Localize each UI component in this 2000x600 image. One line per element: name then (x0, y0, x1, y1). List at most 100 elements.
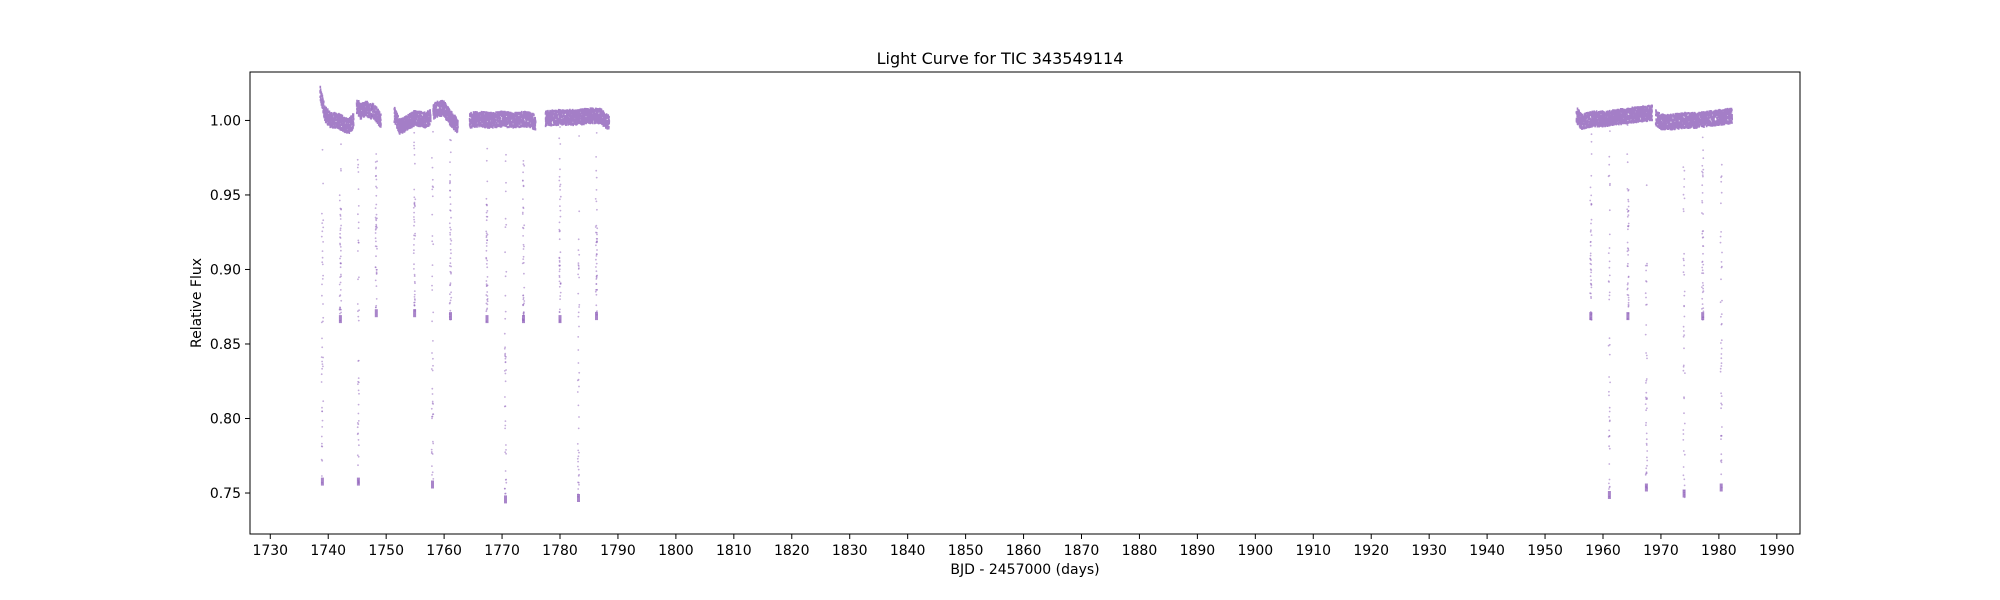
dip-point (1626, 247, 1629, 250)
dip-minimum (595, 312, 598, 321)
dip-point (577, 273, 579, 276)
dip-point (450, 228, 452, 231)
dip-point (322, 356, 324, 359)
dip-minimum (1626, 312, 1630, 321)
x-tick-label: 1800 (658, 543, 694, 559)
dip-point (1645, 444, 1648, 446)
dip-point (449, 151, 452, 154)
plot-area (319, 85, 1733, 504)
dip-point (374, 161, 377, 163)
y-axis-ticks: 0.75 0.80 0.85 0.90 0.95 1.00 (210, 113, 250, 502)
transit-dip (576, 135, 581, 502)
dip-point (1720, 191, 1723, 194)
dip-point (1590, 194, 1593, 197)
dip-point (578, 371, 581, 374)
dip-point (1645, 472, 1647, 475)
dip-point (504, 275, 507, 278)
dip-point (485, 249, 488, 252)
dip-point (1626, 153, 1629, 156)
dip-point (340, 299, 343, 302)
dip-point (1608, 174, 1611, 177)
dip-point (450, 291, 452, 294)
dip-point (577, 404, 580, 407)
dip-point (1627, 282, 1629, 284)
dip-point (413, 216, 415, 218)
dip-point (486, 298, 489, 300)
dip-point (375, 255, 377, 258)
dip-point (559, 168, 561, 171)
dip-point (1683, 412, 1685, 415)
dip-point (338, 199, 341, 202)
dip-point (449, 203, 452, 206)
dip-point (358, 392, 360, 395)
dip-point (1701, 174, 1704, 177)
dip-point (375, 153, 378, 155)
dip-point (486, 210, 489, 212)
baseline-segment (393, 106, 432, 135)
dip-point (1589, 268, 1592, 271)
dip-point (431, 352, 433, 354)
dip-point (413, 147, 416, 150)
dip-point (1682, 208, 1685, 210)
dip-point (1682, 259, 1685, 262)
dip-point (523, 311, 525, 314)
dip-point (578, 385, 580, 388)
dip-point (413, 221, 416, 223)
dip-minimum (558, 315, 562, 324)
dip-point (1590, 284, 1593, 286)
dip-point (1589, 199, 1592, 202)
dip-point (1589, 254, 1592, 257)
transit-dip (1644, 184, 1649, 492)
dip-point (504, 317, 507, 320)
dip-point (485, 211, 488, 214)
dip-point (1683, 252, 1685, 255)
dip-minimum (338, 315, 342, 324)
dip-point (486, 303, 489, 306)
dip-point (578, 483, 580, 486)
x-tick-label: 1870 (1064, 543, 1100, 559)
dip-point (1627, 198, 1630, 201)
dip-point (578, 304, 581, 306)
dip-point (558, 276, 561, 278)
dip-point (357, 412, 360, 415)
dip-point (577, 468, 580, 471)
dip-point (431, 393, 434, 395)
dip-point (1720, 407, 1722, 410)
dip-point (594, 290, 597, 293)
dip-point (413, 263, 415, 266)
dip-point (322, 226, 325, 229)
dip-point (338, 194, 341, 197)
dip-point (523, 224, 526, 227)
dip-point (1683, 178, 1686, 180)
data-points-layer (319, 85, 1733, 504)
x-tick-label: 1930 (1411, 543, 1447, 559)
dip-point (504, 424, 507, 427)
flux-points (432, 99, 459, 134)
dip-point (432, 357, 434, 360)
dip-point (1719, 367, 1722, 370)
dip-point (486, 180, 489, 183)
dip-point (1645, 184, 1648, 187)
dip-point (356, 158, 359, 161)
dip-point (485, 197, 488, 200)
dip-point (596, 249, 598, 251)
dip-point (376, 247, 378, 250)
dip-point (578, 473, 580, 476)
dip-point (504, 294, 507, 297)
dip-point (558, 268, 561, 271)
dip-minimum (413, 309, 417, 318)
dip-minimum (320, 477, 324, 486)
dip-point (576, 379, 579, 382)
dip-point (357, 403, 360, 406)
dip-point (413, 298, 416, 300)
dip-point (357, 377, 360, 379)
dip-point (340, 168, 342, 170)
dip-point (1627, 299, 1630, 301)
dip-point (1590, 234, 1593, 237)
dip-point (1682, 433, 1685, 435)
dip-point (1702, 245, 1705, 248)
dip-point (558, 228, 561, 231)
dip-point (1701, 282, 1704, 284)
dip-point (357, 383, 359, 385)
dip-point (357, 213, 359, 216)
